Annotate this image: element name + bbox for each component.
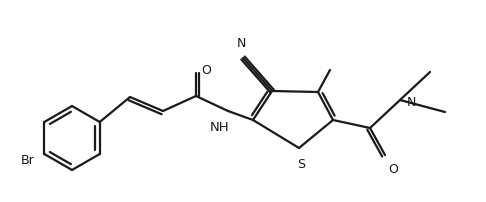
- Text: N: N: [407, 96, 417, 108]
- Text: N: N: [236, 37, 246, 50]
- Text: O: O: [388, 163, 398, 176]
- Text: O: O: [201, 64, 211, 78]
- Text: NH: NH: [210, 121, 230, 134]
- Text: Br: Br: [20, 154, 35, 166]
- Text: S: S: [297, 158, 305, 171]
